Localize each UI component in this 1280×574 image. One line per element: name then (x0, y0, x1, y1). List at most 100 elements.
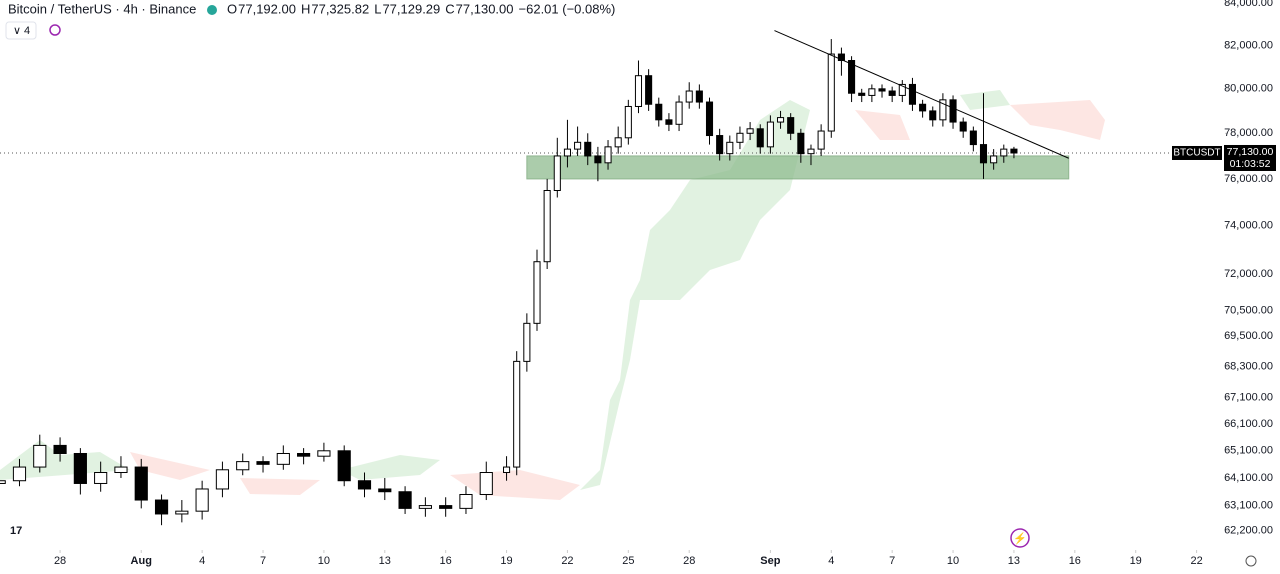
candle-body (604, 146, 612, 164)
candle-body (53, 444, 67, 454)
candle-body (949, 99, 957, 123)
y-tick-label: 84,000.00 (1224, 0, 1273, 9)
candle-body (0, 480, 6, 484)
y-tick-label: 64,100.00 (1224, 472, 1273, 484)
y-tick-label: 66,100.00 (1224, 418, 1273, 430)
ohlc-value: 77,192.00 (238, 1, 296, 16)
alert-icon[interactable] (1010, 528, 1030, 548)
plot (0, 30, 1225, 526)
y-tick-label: 72,000.00 (1224, 268, 1273, 280)
candle-body (134, 466, 148, 501)
x-tick-label: Sep (760, 555, 780, 567)
ohlc-label: O (227, 1, 237, 16)
x-tick-label: 13 (379, 555, 391, 567)
candle-body (959, 121, 967, 132)
y-tick-label: 67,100.00 (1224, 392, 1273, 404)
candle-body (563, 148, 571, 157)
ohlc-value: 77,325.82 (311, 1, 369, 16)
indicator-count: 4 (24, 25, 30, 37)
candle-body (685, 90, 693, 103)
candle-body (614, 137, 622, 148)
candle-body (807, 148, 815, 155)
candle-body (553, 155, 561, 191)
candle-body (939, 99, 947, 121)
candle-body (797, 132, 805, 155)
candle-body (543, 189, 551, 263)
candle-body (398, 491, 412, 509)
candle-body (746, 128, 754, 134)
candle-body (1000, 148, 1008, 157)
candle-body (716, 135, 724, 155)
x-tick-label: 25 (622, 555, 634, 567)
candle-body (919, 103, 927, 112)
candle-body (276, 452, 290, 465)
x-tick-label: 4 (828, 555, 834, 567)
candle-body (513, 360, 521, 468)
candle-body (827, 53, 835, 132)
x-tick-label: 10 (947, 555, 959, 567)
candle-body (584, 141, 592, 157)
y-tick-label: 74,000.00 (1224, 220, 1273, 232)
candle-body (297, 452, 311, 457)
candle-body (695, 90, 703, 103)
status-dot (207, 5, 217, 15)
candle-body (594, 155, 602, 164)
candle-body (459, 493, 473, 509)
logo: 17 (10, 525, 22, 537)
sync-icon[interactable] (49, 24, 61, 36)
candle-body (523, 322, 531, 362)
candle-body (705, 101, 714, 137)
y-tick-label: 69,500.00 (1224, 330, 1273, 342)
candle-body (236, 461, 250, 471)
x-tick-label: 7 (889, 555, 895, 567)
candle-body (645, 75, 653, 105)
candle-body (979, 144, 988, 164)
candle-body (858, 92, 866, 96)
y-tick-label: 78,000.00 (1224, 127, 1273, 139)
candle-body (195, 488, 209, 512)
x-tick-label: 19 (500, 555, 512, 567)
ohlc-value: 77,129.29 (382, 1, 440, 16)
candle-body (776, 117, 785, 123)
x-tick-label: 22 (1190, 555, 1202, 567)
y-tick-label: 70,500.00 (1224, 305, 1273, 317)
y-tick-label: 63,100.00 (1224, 500, 1273, 512)
y-tick-label: 68,300.00 (1224, 360, 1273, 372)
candle-body (12, 466, 27, 482)
x-tick-label: 10 (318, 555, 330, 567)
x-tick-label: 13 (1008, 555, 1020, 567)
candle-body (878, 88, 886, 92)
x-tick-label: 19 (1130, 555, 1142, 567)
candle-body (990, 155, 998, 164)
price-label: 77,130.00 (1227, 146, 1274, 158)
price-tag (1224, 144, 1276, 171)
candle-body (317, 450, 331, 457)
candle-body (418, 505, 432, 509)
candle-body (848, 60, 856, 94)
candle-body (817, 130, 825, 150)
y-tick-label: 82,000.00 (1224, 39, 1273, 51)
candle-body (73, 452, 87, 484)
settings-icon[interactable] (1245, 555, 1257, 567)
candle-body (503, 466, 511, 474)
cloud (0, 90, 1105, 500)
indicator-toggle[interactable] (5, 21, 37, 40)
candle-body (439, 505, 453, 509)
title: Bitcoin / TetherUS · 4h · Binance (8, 1, 196, 16)
candle-body (726, 141, 734, 155)
x-tick-label: 16 (440, 555, 452, 567)
change: −62.01 (−0.08%) (519, 1, 616, 16)
candle-body (479, 472, 493, 495)
chevron: ∨ (13, 25, 21, 37)
candle-body (33, 444, 47, 468)
y-tick-label: 80,000.00 (1224, 83, 1273, 95)
candle-body (736, 132, 744, 143)
symbol-tag (1172, 145, 1222, 160)
candle-body (665, 119, 673, 125)
countdown: 01:03:52 (1230, 158, 1271, 170)
candle-body (378, 488, 392, 493)
candle-body (675, 101, 683, 125)
ohlc-label: H (301, 1, 310, 16)
x-tick-label: 28 (54, 555, 66, 567)
